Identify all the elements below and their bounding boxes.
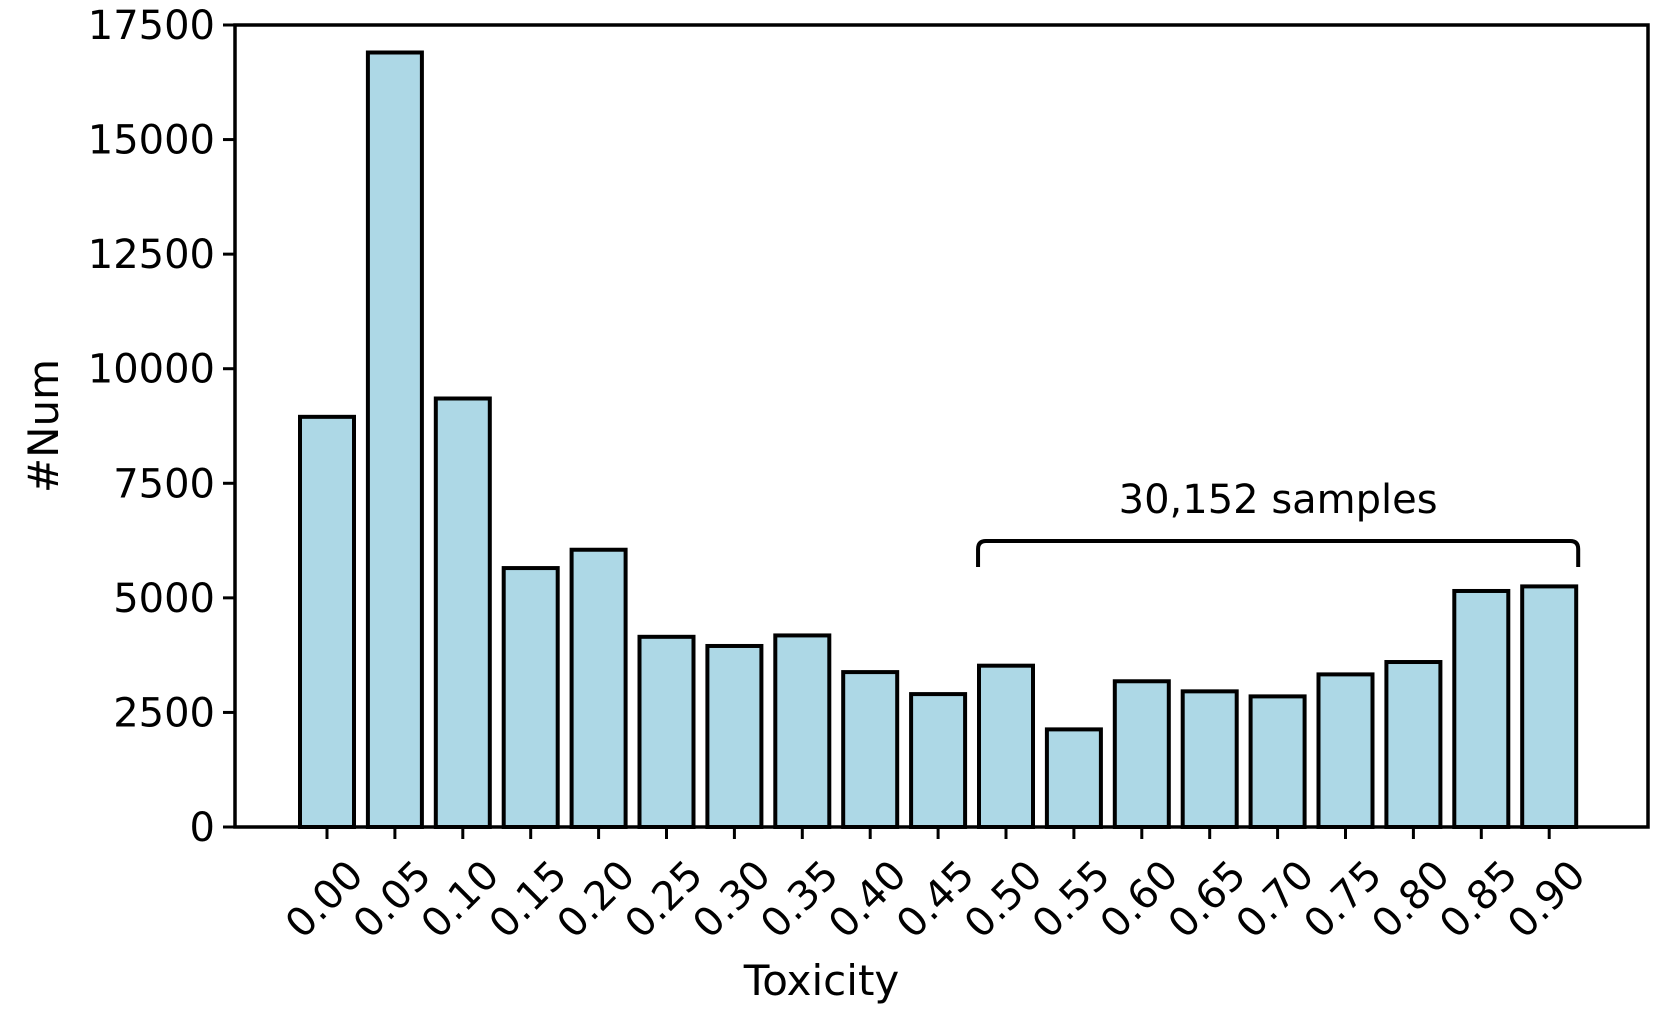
annotation-bracket <box>976 539 1581 567</box>
annotation-label: 30,152 samples <box>1119 477 1438 523</box>
x-tick-label: 0.60 <box>1092 852 1188 948</box>
x-tick-label: 0.35 <box>752 852 848 948</box>
x-tick-label: 0.65 <box>1160 852 1256 948</box>
plot-border <box>233 23 1650 829</box>
x-tick-label: 0.45 <box>888 852 984 948</box>
bar-0.70 <box>1248 694 1307 829</box>
y-axis-title: #Num <box>19 359 68 493</box>
bar-0.10 <box>433 396 492 829</box>
x-tick-label: 0.55 <box>1024 852 1120 948</box>
y-tick-label: 0 <box>190 805 215 851</box>
x-tick-label: 0.50 <box>956 852 1052 948</box>
bar-0.60 <box>1112 679 1171 829</box>
x-tick-label: 0.10 <box>413 852 509 948</box>
y-axis: 0 2500 5000 7500 10000 12500 15000 17500 <box>88 3 235 851</box>
x-tick-label: 0.85 <box>1431 852 1527 948</box>
x-tick-label: 0.75 <box>1295 852 1391 948</box>
bars-layer <box>298 50 1579 830</box>
bar-0.40 <box>841 670 900 829</box>
y-tick-label: 17500 <box>88 3 215 49</box>
bar-0.05 <box>365 50 424 830</box>
y-tick-label: 2500 <box>113 690 215 736</box>
plot-frame <box>233 23 1650 829</box>
y-tick-label: 15000 <box>88 118 215 164</box>
x-tick-label: 0.15 <box>481 852 577 948</box>
annotation: 30,152 samples <box>976 477 1581 567</box>
x-tick-label: 0.00 <box>277 852 373 948</box>
bar-0.25 <box>637 634 696 829</box>
bar-0.85 <box>1452 588 1511 829</box>
bar-0.35 <box>773 633 832 830</box>
bar-0.45 <box>909 692 968 830</box>
y-tick-label: 12500 <box>88 232 215 278</box>
x-tick-label: 0.25 <box>616 852 712 948</box>
bar-0.15 <box>501 566 560 829</box>
x-tick-label: 0.70 <box>1228 852 1324 948</box>
x-axis-title: Toxicity <box>743 956 900 1005</box>
x-tick-label: 0.90 <box>1499 852 1595 948</box>
x-tick-label: 0.05 <box>345 852 441 948</box>
bar-0.30 <box>705 643 764 830</box>
x-tick-label: 0.20 <box>549 852 645 948</box>
bar-0.55 <box>1044 727 1103 829</box>
x-tick-label: 0.40 <box>820 852 916 948</box>
y-tick-label: 5000 <box>113 576 215 622</box>
bar-0.80 <box>1384 660 1443 830</box>
y-tick-label: 7500 <box>113 461 215 507</box>
bar-0.00 <box>298 414 356 829</box>
bar-0.50 <box>977 663 1035 829</box>
x-axis: 0.000.050.100.150.200.250.300.350.400.45… <box>277 827 1595 947</box>
bar-0.20 <box>569 547 628 829</box>
x-tick-label: 0.30 <box>684 852 780 948</box>
bar-0.90 <box>1520 584 1579 830</box>
bar-0.65 <box>1180 689 1239 829</box>
y-tick-label: 10000 <box>88 347 215 393</box>
x-tick-label: 0.80 <box>1363 852 1459 948</box>
bar-0.75 <box>1316 672 1375 830</box>
